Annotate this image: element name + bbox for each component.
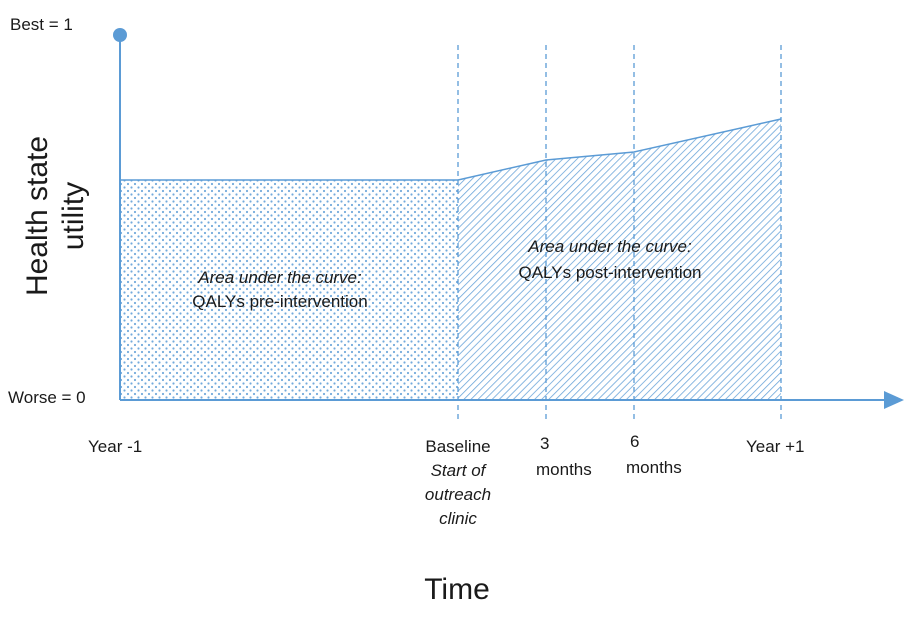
y-axis-title-line1: Health state (21, 135, 54, 297)
y-axis-bottom-label: Worse = 0 (8, 388, 86, 407)
pre-intervention-text: QALYs pre-intervention (192, 292, 368, 311)
tick-baseline-label: Baseline (425, 437, 491, 456)
tick-baseline-sub2: outreach (424, 485, 492, 504)
tick-3-months-line2: months (536, 460, 592, 479)
tick-baseline: Baseline Start of outreach clinic (406, 436, 510, 530)
tick-3-months: 3 months (536, 433, 592, 481)
y-axis-top-label: Best = 1 (10, 15, 73, 34)
tick-year-minus-1: Year -1 (88, 437, 143, 456)
tick-3-months-line1: 3 (540, 434, 550, 453)
tick-6-months-line2: months (626, 458, 682, 477)
tick-6-months-line1: 6 (630, 432, 640, 451)
pre-intervention-annotation: Area under the curve: QALYs pre-interven… (180, 267, 380, 313)
pre-intervention-heading: Area under the curve: (198, 268, 362, 287)
x-axis-arrowhead (884, 391, 904, 409)
tick-baseline-sub1: Start of (430, 461, 486, 480)
y-axis-top-marker (113, 28, 127, 42)
post-intervention-area (458, 119, 781, 400)
x-axis-title: Time (424, 573, 490, 606)
post-intervention-heading: Area under the curve: (528, 237, 692, 256)
tick-baseline-sub3: clinic (439, 509, 477, 528)
pre-intervention-area (120, 180, 458, 400)
post-intervention-utility-line (457, 118, 782, 181)
tick-year-plus-1: Year +1 (746, 437, 805, 456)
post-intervention-text: QALYs post-intervention (518, 263, 702, 282)
post-intervention-annotation: Area under the curve: QALYs post-interve… (505, 236, 715, 284)
y-axis-title-line2: utility (57, 181, 90, 251)
tick-6-months: 6 months (626, 431, 682, 479)
